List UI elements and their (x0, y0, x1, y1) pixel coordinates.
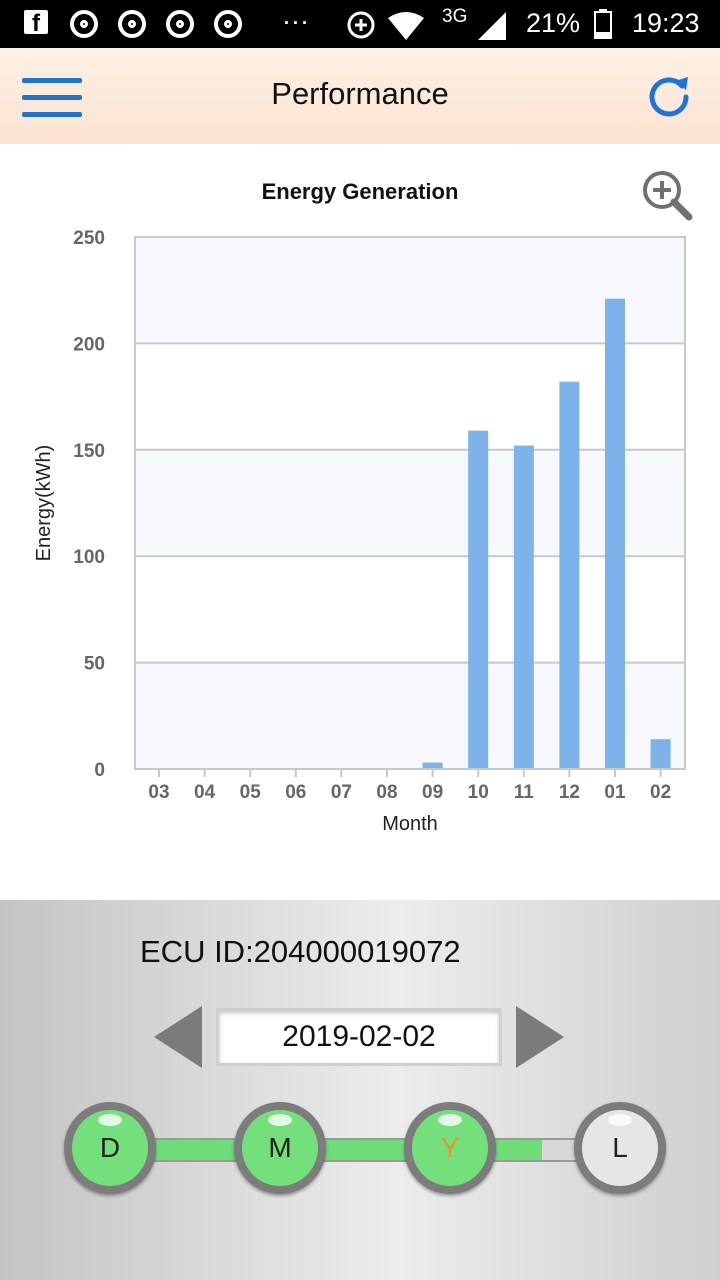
chrome-icon (70, 10, 98, 38)
range-button-lifetime[interactable]: L (574, 1102, 666, 1194)
y-tick-label: 100 (73, 547, 105, 568)
x-tick-label: 01 (604, 782, 626, 803)
range-button-year[interactable]: Y (404, 1102, 496, 1194)
data-saver-icon (347, 11, 375, 39)
chrome-icon (166, 10, 194, 38)
ecu-id: ECU ID:204000019072 (140, 934, 461, 969)
y-axis-label: Energy(kWh) (33, 445, 55, 562)
next-date-button[interactable] (516, 1006, 564, 1068)
chrome-icon (118, 10, 146, 38)
x-tick-label: 03 (148, 782, 169, 803)
menu-icon[interactable] (22, 78, 82, 118)
plot-band (135, 556, 685, 663)
plot-band (135, 343, 685, 450)
signal-icon (478, 12, 506, 40)
y-tick-label: 50 (84, 654, 105, 675)
x-tick-label: 12 (559, 782, 580, 803)
bar (605, 298, 625, 769)
x-tick-label: 07 (331, 782, 352, 803)
battery-icon (594, 9, 612, 39)
range-track (96, 1138, 616, 1162)
battery-percent: 21% (526, 8, 581, 38)
previous-date-button[interactable] (154, 1006, 202, 1068)
x-tick-label: 04 (194, 782, 216, 803)
y-tick-label: 200 (73, 334, 105, 355)
x-tick-label: 02 (650, 782, 671, 803)
plot-band (135, 449, 685, 557)
plot-frame (134, 236, 686, 770)
y-tick-label: 250 (73, 228, 105, 249)
zoom-in-icon[interactable] (640, 168, 696, 224)
plot-band (135, 662, 685, 769)
app-header: Performance (0, 48, 720, 144)
x-axis-label: Month (382, 813, 438, 835)
controls-panel: ECU ID:204000019072 2019-02-02 D M Y L (0, 900, 720, 1280)
bar (650, 739, 671, 769)
range-button-day[interactable]: D (64, 1102, 156, 1194)
energy-chart: Energy Generation 0 50 100 150 200 250 03 04 05… (33, 179, 686, 835)
x-tick-label: 05 (240, 782, 262, 803)
x-tick-label: 11 (514, 782, 535, 803)
facebook-icon: f (24, 10, 48, 37)
bar (513, 445, 534, 769)
plot-band (135, 237, 685, 344)
chart-title: Energy Generation (262, 179, 459, 204)
status-bar: f ··· 3G 21% 19:23 (0, 0, 720, 48)
page-title: Performance (271, 76, 449, 111)
bar (559, 381, 580, 769)
chrome-icon (214, 10, 242, 38)
bar (422, 762, 443, 769)
more-notifications-icon: ··· (282, 6, 309, 36)
x-tick-label: 10 (468, 782, 489, 803)
network-type: 3G (442, 6, 468, 27)
x-tick-label: 08 (376, 782, 397, 803)
x-tick-label: 06 (285, 782, 306, 803)
y-tick-label: 150 (73, 441, 105, 462)
y-tick-label: 0 (94, 760, 105, 781)
date-field[interactable]: 2019-02-02 (216, 1008, 502, 1066)
clock: 19:23 (632, 8, 700, 38)
bar (468, 430, 489, 769)
x-tick-label: 09 (422, 782, 443, 803)
wifi-icon (388, 12, 424, 40)
range-button-month[interactable]: M (234, 1102, 326, 1194)
refresh-icon[interactable] (644, 72, 694, 122)
